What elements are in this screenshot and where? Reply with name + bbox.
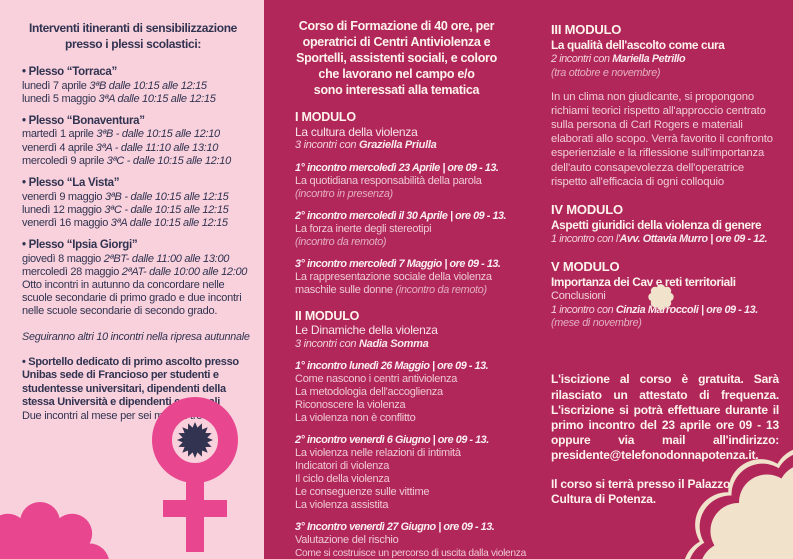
module-2: II MODULO Le Dinamiche della violenza 3 …: [295, 309, 527, 559]
schedule-line: martedì 1 aprile 3ªB - dalle 10:15 alle …: [22, 128, 220, 141]
module-title: La cultura della violenza: [295, 124, 418, 139]
plesso-section-bonaventura: • Plesso “Bonaventura” martedì 1 aprile …: [22, 115, 252, 168]
module-3: III MODULO La qualità dell'ascolto come …: [551, 22, 779, 189]
schedule-line: lunedì 7 aprile 3ªB dalle 10:15 alle 12:…: [22, 79, 207, 92]
module-intro: 3 incontri con Nadia Somma: [295, 337, 429, 350]
right-panel: III MODULO La qualità dell'ascolto come …: [529, 0, 793, 559]
module-intro: 3 incontri con Graziella Priulla: [295, 139, 437, 151]
plesso-title: • Plesso “Ipsia Giorgi”: [22, 239, 138, 252]
meeting: 1° incontro lunedì 26 Maggio | ore 09 - …: [295, 360, 489, 424]
plesso-section-la-vista: • Plesso “La Vista” venerdì 9 maggio 3ªB…: [22, 177, 252, 230]
left-panel: Interventi itineranti di sensibilizzazio…: [0, 0, 264, 559]
plesso-title: • Plesso “La Vista”: [22, 177, 120, 190]
module-1: I MODULO La cultura della violenza 3 inc…: [295, 110, 527, 297]
course-modules: I MODULO La cultura della violenza 3 inc…: [295, 110, 527, 559]
meeting: 2° incontro mercoledì il 30 Aprile | ore…: [295, 209, 507, 248]
schedule-line: lunedì 5 maggio 3ªA dalle 10:15 alle 12:…: [22, 92, 216, 105]
module-3-description: In un clima non giudicante, si propongon…: [551, 90, 773, 188]
meeting: 3° Incontro venerdì 27 Giugno | ore 09 -…: [295, 521, 526, 559]
sportello-title: • Sportello dedicato di primo ascolto pr…: [22, 355, 239, 409]
plesso-title: • Plesso “Torraca”: [22, 66, 117, 78]
venue-info: Il corso si terrà presso il Palazzo dell…: [551, 476, 760, 506]
schedule-line: giovedì 8 maggio 2ªBT- dalle 11:00 alle …: [22, 252, 230, 265]
plesso-title: • Plesso “Bonaventura”: [22, 114, 145, 127]
center-panel: Corso di Formazione di 40 ore, per opera…: [264, 0, 529, 559]
schedule-line: venerdì 16 maggio 3ªA dalle 10:15 alle 1…: [22, 216, 228, 229]
sportello-section: • Sportello dedicato di primo ascolto pr…: [22, 356, 252, 424]
left-heading: Interventi itineranti di sensibilizzazio…: [28, 21, 237, 51]
module-title: Le Dinamiche della violenza: [295, 323, 438, 337]
module-4: IV MODULO Aspetti giuridici della violen…: [551, 201, 768, 245]
plesso-section-torraca: • Plesso “Torraca” lunedì 7 aprile 3ªB d…: [22, 66, 252, 106]
sportello-body: Due incontri al mese per sei mesi di tre…: [22, 410, 221, 423]
schedule-line: mercoledì 9 aprile 3ªC - dalle 10:15 all…: [22, 154, 231, 167]
schedule-line: venerdì 9 maggio 3ªB - dalle 10:15 alle …: [22, 190, 229, 203]
enrollment-info: L'iscizione al corso è gratuita. Sarà ri…: [551, 372, 779, 463]
schedule-line: lunedì 12 maggio 3ªC - dalle 10:15 alle …: [22, 203, 229, 216]
schedule-line: venerdì 4 aprile 3ªA - dalle 11:10 alle …: [22, 141, 219, 154]
module-kicker: I MODULO: [295, 110, 356, 124]
meeting: 1° incontro mercoledì 23 Aprile | ore 09…: [295, 161, 499, 200]
schedule-line: mercoledì 28 maggio 2ªAT- dalle 10:00 al…: [22, 265, 248, 278]
module-5: V MODULO Importanza dei Cav e reti terri…: [551, 259, 758, 330]
flower-spacer: [551, 330, 779, 364]
meeting: 3° incontro mercoledì 7 Maggio | ore 09 …: [295, 257, 501, 296]
meeting: 2° incontro venerdì 6 Giugno | ore 09 - …: [295, 434, 489, 511]
plesso-section-ipsia-giorgi: • Plesso “Ipsia Giorgi” giovedì 8 maggio…: [22, 239, 252, 319]
course-title: Corso di Formazione di 40 ore, per opera…: [296, 19, 497, 97]
autumn-note: Seguiranno altri 10 incontri nella ripre…: [22, 330, 250, 343]
module-kicker: II MODULO: [295, 308, 360, 323]
autumn-info: Otto incontri in autunno da concordare n…: [22, 279, 242, 318]
